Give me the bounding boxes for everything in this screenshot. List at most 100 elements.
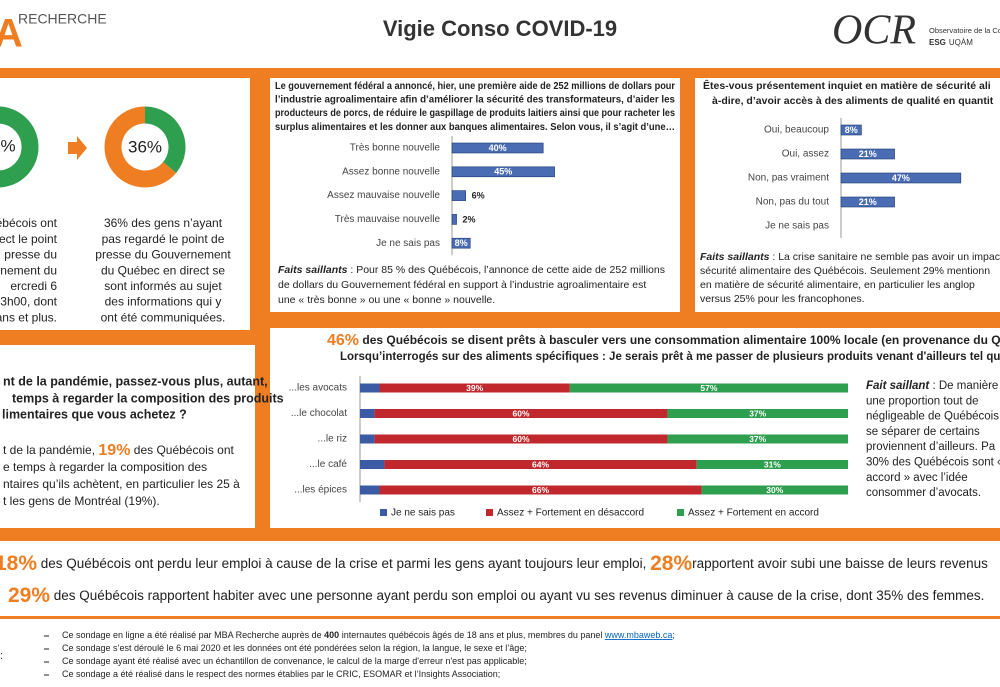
value-label: 31% [764, 459, 781, 469]
category-label: Très bonne nouvelle [350, 143, 441, 154]
text-line: en matière de sécurité alimentaire, en p… [700, 279, 975, 291]
bar-segment [360, 485, 380, 495]
category-label: Très mauvaise nouvelle [335, 214, 441, 225]
text-segment: 400 [324, 630, 339, 640]
text-segment: 28% [650, 552, 692, 575]
question-line: nt de la pandémie, passez-vous plus, aut… [3, 374, 268, 388]
category-label: Assez mauvaise nouvelle [327, 190, 440, 201]
bar [451, 166, 555, 178]
text-segment: : La crise sanitaire ne semble pas avoir… [769, 251, 1000, 263]
text-line: 3h00, dont [0, 295, 57, 309]
text-line: t de la pandémie, 19% des Québécois ont [3, 442, 235, 459]
donut-rest [104, 106, 177, 188]
stats-bottom-rule [0, 616, 1000, 619]
text-segment: Ce sondage en ligne a été réalisé par MB… [62, 630, 324, 640]
category-label: ...les avocats [289, 383, 347, 394]
text-line: Faits saillants : Pour 85 % des Québécoi… [278, 264, 665, 276]
text-line: 46% des Québécois se disent prêts à basc… [327, 332, 1000, 349]
text-line: Ce sondage ayant été réalisé avec un éch… [62, 656, 527, 666]
value-label: 6% [472, 190, 485, 200]
text-line: ercredi 6 [10, 279, 57, 293]
category-label: ...le riz [318, 434, 347, 445]
value-label: 37% [749, 408, 766, 418]
text-line: ans et plus. [0, 310, 57, 324]
text-line: uvernement du [0, 263, 57, 277]
bar [451, 214, 457, 225]
text-line: une « très bonne » ou une « bonne » nouv… [278, 294, 495, 306]
donut-ring [0, 106, 39, 188]
bar-segment [379, 383, 570, 393]
category-label: Assez bonne nouvelle [342, 166, 440, 177]
text-line: sont informés au sujet [104, 279, 222, 293]
text-line: direct le point [0, 232, 58, 246]
text-line: consommer d’avocats. [866, 487, 981, 499]
value-label: 57% [700, 383, 717, 393]
text-segment: internautes québécois âgés de 18 ans et … [339, 630, 605, 640]
donut-segment [144, 106, 186, 173]
category-label: Non, pas vraiment [748, 173, 829, 184]
legend-swatch [486, 509, 493, 516]
ocr-school: ESG UQÀM [929, 38, 973, 47]
value-label: 21% [859, 149, 877, 159]
value-label: 45% [494, 167, 512, 177]
text-segment: Ce sondage s’est déroulé le 6 mai 2020 e… [62, 643, 527, 653]
highlight-label: Faits saillants [700, 251, 770, 263]
notes-lead: : [0, 650, 3, 662]
stats-top-rule [0, 538, 1000, 541]
text-line: Ce sondage en ligne a été réalisé par MB… [62, 630, 675, 640]
text-line: ébécois ont [0, 216, 58, 230]
bar-segment [374, 434, 668, 444]
text-line: ont été communiquées. [101, 310, 226, 324]
text-line: versus 25% pour les francophones. [700, 293, 865, 305]
text-line: Le gouvernement fédéral a annoncé, hier,… [275, 80, 675, 92]
logo-letter: A [0, 12, 23, 56]
text-line: e temps à regarder la composition des [3, 460, 207, 474]
text-line: accord » avec l’idée [866, 472, 968, 484]
bar [840, 148, 895, 160]
legend-swatch [380, 509, 387, 516]
text-line: Ce sondage s’est déroulé le 6 mai 2020 e… [62, 643, 527, 653]
bar-segment [569, 383, 848, 393]
value-label: 2% [463, 214, 476, 224]
text-line: des informations qui y [105, 295, 222, 309]
text-line: Faits saillants : La crise sanitaire ne … [700, 251, 1000, 263]
value-label: 40% [489, 143, 507, 153]
text-segment: www.mbaweb.ca [604, 630, 673, 640]
category-label: ...le chocolat [291, 408, 347, 419]
bar [451, 190, 466, 201]
text-line: t les gens de Montréal (19%). [3, 494, 160, 508]
page-title: Vigie Conso COVID-19 [383, 16, 617, 41]
text-line: presse du [4, 248, 57, 262]
text-segment: : De manière [929, 380, 998, 392]
category-label: Je ne sais pas [765, 221, 829, 232]
text-segment: t de la pandémie, [3, 443, 98, 457]
text-segment: rapportent avoir subi une baisse de leur… [692, 556, 988, 571]
highlight-label: Fait saillant [866, 380, 930, 392]
text-line: sécurité alimentaire des Québécois. Seul… [700, 265, 990, 277]
bar-segment [379, 485, 702, 495]
value-label: 21% [859, 197, 877, 207]
bar [451, 142, 544, 154]
bar-segment [360, 409, 375, 418]
text-line: presse du Gouvernement [95, 248, 231, 262]
text-segment: : Pour 85 % des Québécois, l’annonce de … [347, 264, 665, 276]
bar-segment [360, 434, 375, 444]
text-line: 18% des Québécois ont perdu leur emploi … [0, 552, 988, 575]
text-segment: des Québécois ont perdu leur emploi à ca… [37, 556, 650, 571]
value-label: 47% [892, 173, 910, 183]
category-label: Oui, assez [782, 149, 829, 160]
text-segment: 29% [8, 584, 50, 607]
value-label: 64% [532, 459, 549, 469]
text-segment: des Québécois rapportent habiter avec un… [50, 588, 984, 603]
bar-segment [360, 460, 385, 469]
value-label: 39% [466, 383, 483, 393]
bar-segment [667, 409, 848, 418]
bar [840, 124, 862, 136]
value-label: 66% [532, 485, 549, 495]
legend-label: Assez + Fortement en désaccord [497, 508, 644, 519]
text-line: du Québec en direct se [101, 263, 225, 277]
bar [840, 172, 962, 184]
bar-segment [374, 409, 668, 418]
bar [451, 237, 471, 249]
